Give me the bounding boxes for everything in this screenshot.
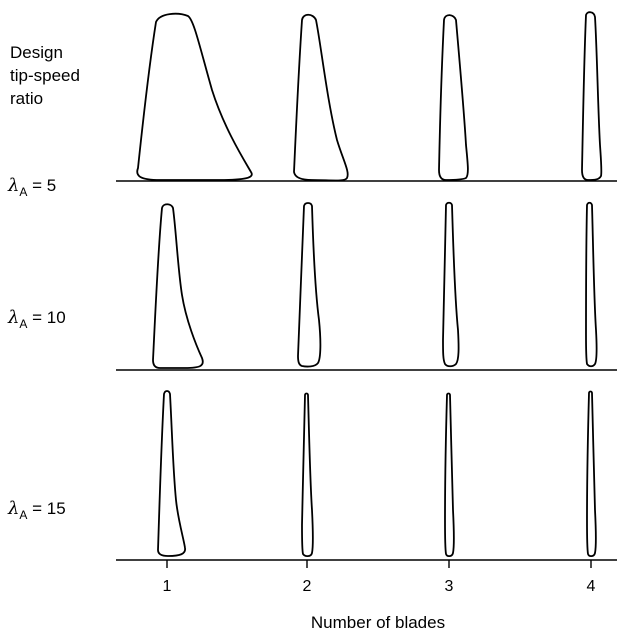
lambda-subscript: A — [19, 185, 27, 199]
lambda-subscript: A — [19, 508, 27, 522]
lambda-value: = 5 — [27, 176, 56, 195]
heading-line-1: Design — [10, 43, 63, 62]
blade-row-lambda-10 — [152, 201, 598, 369]
heading: Design tip-speed ratio — [10, 43, 80, 108]
blade-outline-3-blades — [444, 392, 455, 558]
x-axis-tick-labels: 1 2 3 4 — [163, 578, 596, 595]
x-axis-ticks — [166, 560, 592, 568]
lambda-symbol: λ — [7, 498, 19, 519]
heading-line-3: ratio — [10, 89, 43, 108]
blade-outline-2-blades — [293, 13, 349, 182]
lambda-value: = 15 — [27, 499, 65, 518]
lambda-symbol: λ — [7, 175, 19, 196]
tick-label-3: 3 — [445, 578, 454, 595]
x-axis-label: Number of blades — [311, 613, 445, 632]
tick-label-2: 2 — [303, 578, 312, 595]
lambda-subscript: A — [19, 317, 27, 331]
svg-text:λA = 5: λA = 5 — [7, 175, 56, 199]
lambda-symbol: λ — [7, 307, 19, 328]
tick-label-4: 4 — [587, 578, 596, 595]
svg-text:λA = 15: λA = 15 — [7, 498, 66, 522]
blade-row-lambda-5 — [136, 11, 603, 182]
blade-outline-2-blades — [301, 392, 314, 558]
blade-outline-1-blade — [136, 12, 253, 181]
blade-outline-2-blades — [297, 202, 322, 368]
blade-outline-3-blades — [442, 201, 460, 368]
tick-label-1: 1 — [163, 578, 172, 595]
row-label-1: λA = 5 — [7, 175, 56, 199]
blade-outline-4-blades — [581, 11, 603, 181]
heading-line-2: tip-speed — [10, 66, 80, 85]
blade-outline-1-blade — [152, 203, 204, 369]
blade-outline-1-blade — [157, 390, 186, 557]
row-label-2: λA = 10 — [7, 307, 66, 331]
blade-outline-4-blades — [586, 390, 597, 558]
blade-row-lambda-15 — [157, 390, 597, 558]
blade-outline-4-blades — [585, 201, 598, 368]
lambda-value: = 10 — [27, 308, 65, 327]
svg-text:λA = 10: λA = 10 — [7, 307, 66, 331]
blade-outline-3-blades — [438, 14, 469, 181]
row-label-3: λA = 15 — [7, 498, 66, 522]
